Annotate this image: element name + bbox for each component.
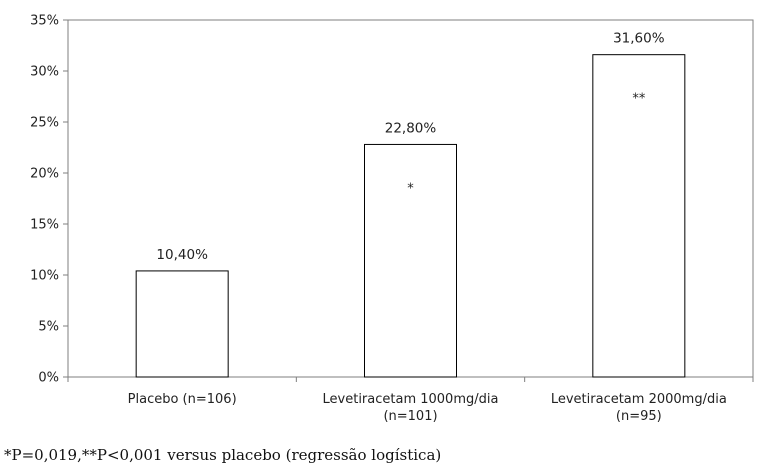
x-category-label: Levetiracetam 2000mg/dia xyxy=(551,392,727,407)
y-tick-label: 15% xyxy=(30,218,59,233)
data-label: 22,80% xyxy=(385,120,437,136)
bars xyxy=(135,54,686,378)
y-tick-label: 0% xyxy=(38,371,59,386)
y-tick-label: 5% xyxy=(38,320,59,335)
y-tick-label: 25% xyxy=(30,116,59,131)
data-labels: 10,40% 22,80% * 31,60% ** xyxy=(156,31,664,263)
bar xyxy=(135,270,229,378)
chart-footnote: *P=0,019,**P<0,001 versus placebo (regre… xyxy=(4,446,442,464)
y-tick-label: 20% xyxy=(30,167,59,182)
significance-label: * xyxy=(407,181,414,196)
bar xyxy=(592,54,686,378)
x-category-label: (n=101) xyxy=(383,409,437,424)
x-category-label: (n=95) xyxy=(616,409,662,424)
y-axis: 0% 5% 10% 15% 20% 25% 30% 35% xyxy=(30,14,68,386)
data-label: 10,40% xyxy=(156,247,208,263)
x-category-label: Placebo (n=106) xyxy=(128,392,237,407)
y-tick-label: 10% xyxy=(30,269,59,284)
y-tick-label: 35% xyxy=(30,14,59,29)
x-axis: Placebo (n=106) Levetiracetam 1000mg/dia (… xyxy=(67,377,754,424)
data-label: 31,60% xyxy=(613,31,665,47)
significance-label: ** xyxy=(632,92,646,107)
bar xyxy=(364,143,457,378)
y-tick-label: 30% xyxy=(30,65,59,80)
x-category-label: Levetiracetam 1000mg/dia xyxy=(323,392,499,407)
